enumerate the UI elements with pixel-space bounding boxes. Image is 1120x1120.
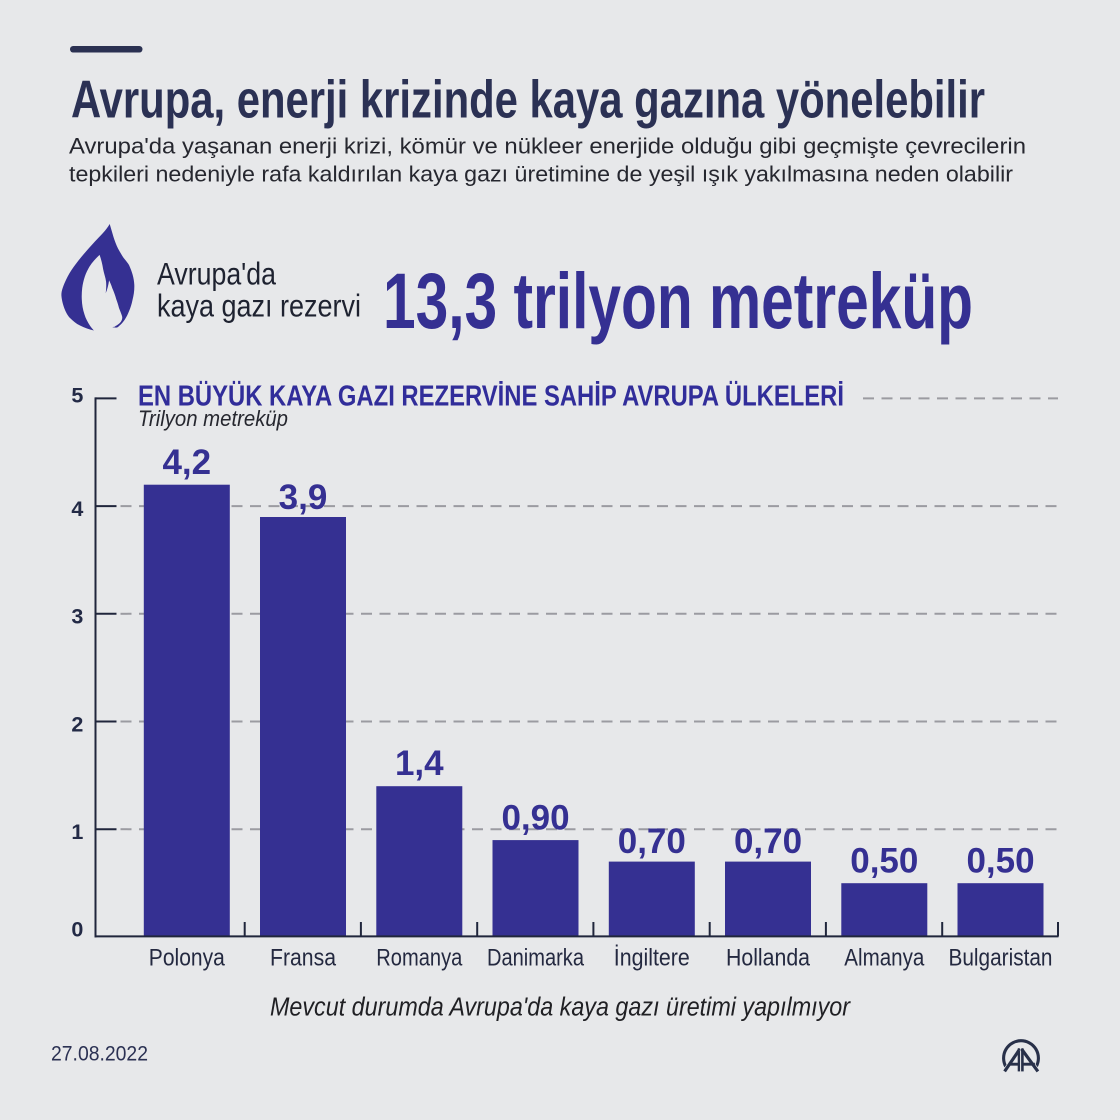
svg-text:Romanya: Romanya <box>376 945 462 972</box>
svg-text:Avrupa'da: Avrupa'da <box>157 255 276 291</box>
svg-text:Trilyon metreküp: Trilyon metreküp <box>138 406 288 431</box>
svg-text:4,2: 4,2 <box>162 443 211 482</box>
svg-text:5: 5 <box>71 383 83 407</box>
svg-text:1: 1 <box>71 820 83 844</box>
svg-text:Avrupa'da yaşanan enerji krizi: Avrupa'da yaşanan enerji krizi, kömür ve… <box>69 134 1026 159</box>
svg-text:Mevcut durumda Avrupa'da kaya: Mevcut durumda Avrupa'da kaya gazı üreti… <box>270 994 851 1022</box>
svg-text:tepkileri nedeniyle rafa kaldı: tepkileri nedeniyle rafa kaldırılan kaya… <box>69 162 1014 187</box>
svg-text:0,50: 0,50 <box>850 842 918 881</box>
svg-text:İngiltere: İngiltere <box>614 945 690 972</box>
svg-text:4: 4 <box>71 497 83 521</box>
svg-text:2: 2 <box>71 712 83 736</box>
svg-text:3: 3 <box>71 605 83 629</box>
svg-text:0,70: 0,70 <box>618 822 686 861</box>
svg-text:Bulgaristan: Bulgaristan <box>949 945 1053 972</box>
svg-text:Almanya: Almanya <box>844 945 924 972</box>
svg-text:27.08.2022: 27.08.2022 <box>51 1043 148 1066</box>
svg-text:0,50: 0,50 <box>966 842 1034 881</box>
svg-text:Fransa: Fransa <box>270 945 336 972</box>
svg-text:Danimarka: Danimarka <box>487 945 584 972</box>
svg-text:Polonya: Polonya <box>149 945 225 972</box>
svg-text:3,9: 3,9 <box>279 478 328 517</box>
svg-text:Avrupa, enerji krizinde kaya g: Avrupa, enerji krizinde kaya gazına yöne… <box>71 71 985 130</box>
svg-text:0,70: 0,70 <box>734 822 802 861</box>
svg-text:0,90: 0,90 <box>501 799 569 838</box>
svg-text:kaya gazı rezervi: kaya gazı rezervi <box>157 287 361 323</box>
svg-text:1,4: 1,4 <box>395 744 444 783</box>
svg-text:13,3 trilyon metreküp: 13,3 trilyon metreküp <box>383 256 973 345</box>
svg-text:Hollanda: Hollanda <box>726 945 810 972</box>
svg-text:0: 0 <box>71 917 83 941</box>
svg-text:EN BÜYÜK KAYA GAZI REZERVİNE S: EN BÜYÜK KAYA GAZI REZERVİNE SAHİP AVRUP… <box>138 379 844 412</box>
